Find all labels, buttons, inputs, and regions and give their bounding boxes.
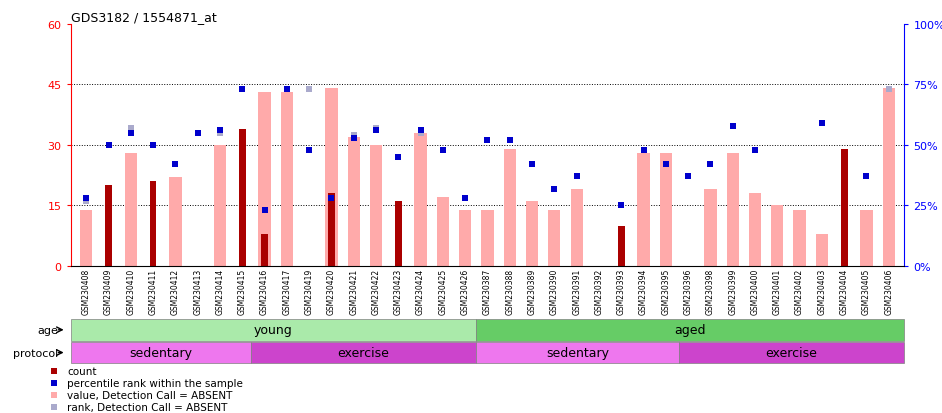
Bar [571, 190, 583, 266]
Text: count: count [67, 366, 96, 376]
Bar [883, 89, 895, 266]
Bar [705, 190, 717, 266]
Bar [749, 194, 761, 266]
Bar [395, 202, 401, 266]
Bar [281, 93, 293, 266]
Bar [477, 342, 679, 363]
Bar [726, 154, 739, 266]
Bar [124, 154, 137, 266]
Text: value, Detection Call = ABSENT: value, Detection Call = ABSENT [67, 390, 233, 400]
Bar [414, 133, 427, 266]
Bar [328, 194, 334, 266]
Bar [150, 182, 156, 266]
Bar [659, 154, 672, 266]
Bar [239, 130, 246, 266]
Text: young: young [254, 323, 293, 337]
Bar [71, 319, 477, 341]
Bar [860, 210, 872, 266]
Bar [251, 342, 477, 363]
Text: exercise: exercise [766, 346, 818, 359]
Bar [325, 89, 337, 266]
Bar [370, 146, 382, 266]
Bar [80, 210, 92, 266]
Bar [638, 154, 650, 266]
Text: sedentary: sedentary [129, 346, 192, 359]
Bar [771, 206, 784, 266]
Bar [459, 210, 471, 266]
Bar [261, 234, 268, 266]
Bar [679, 342, 904, 363]
Text: rank, Detection Call = ABSENT: rank, Detection Call = ABSENT [67, 402, 227, 412]
Bar [793, 210, 805, 266]
Bar [71, 342, 251, 363]
Bar [504, 150, 516, 266]
Bar [841, 150, 848, 266]
Bar [481, 210, 494, 266]
Bar [214, 146, 226, 266]
Text: protocol: protocol [13, 348, 58, 358]
Bar [526, 202, 538, 266]
Text: GDS3182 / 1554871_at: GDS3182 / 1554871_at [71, 11, 217, 24]
Bar [437, 198, 449, 266]
Text: sedentary: sedentary [546, 346, 609, 359]
Text: exercise: exercise [337, 346, 389, 359]
Bar [258, 93, 270, 266]
Bar [170, 178, 182, 266]
Bar [618, 226, 625, 266]
Bar [548, 210, 560, 266]
Text: age: age [38, 325, 58, 335]
Bar [816, 234, 828, 266]
Bar [106, 186, 112, 266]
Text: percentile rank within the sample: percentile rank within the sample [67, 378, 243, 388]
Text: aged: aged [674, 323, 706, 337]
Bar [348, 138, 360, 266]
Bar [477, 319, 904, 341]
